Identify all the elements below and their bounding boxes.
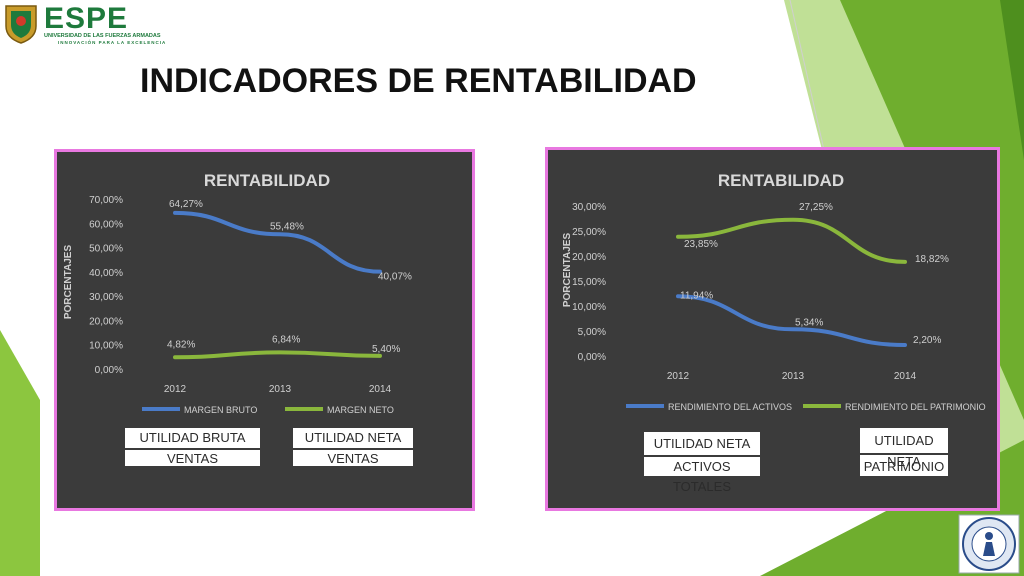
x-tick-label: 2014 [894, 371, 917, 382]
x-tick-label: 2013 [782, 371, 805, 382]
data-label: 4,82% [167, 339, 195, 350]
formula-numerator: UTILIDAD NETA [860, 428, 948, 469]
formula-denominator: VENTAS [327, 451, 379, 466]
y-tick-label: 10,00% [572, 302, 606, 313]
y-tick-label: 20,00% [572, 252, 606, 263]
y-tick-label: 0,00% [578, 352, 606, 363]
series-line-rendimiento-del-patrimonio [676, 217, 907, 264]
series-line-rendimiento-del-activos [676, 294, 907, 347]
formula-denominator: VENTAS [166, 451, 219, 466]
y-tick-label: 70,00% [89, 195, 123, 206]
series-line-margen-neto [173, 350, 382, 360]
y-tick-label: 60,00% [89, 219, 123, 230]
logo-wordmark: ESPE [44, 2, 129, 35]
y-tick-label: 40,00% [89, 268, 123, 279]
legend-label: RENDIMIENTO DEL ACTIVOS [668, 402, 792, 412]
data-label: 23,85% [684, 239, 718, 250]
data-label: 5,34% [795, 317, 823, 328]
y-tick-label: 25,00% [572, 227, 606, 238]
logo-tagline: INNOVACIÓN PARA LA EXCELENCIA [58, 40, 167, 45]
x-tick-label: 2012 [164, 384, 187, 395]
y-axis-label: PORCENTAJES [562, 233, 573, 308]
chart-panel-margins: RENTABILIDAD 70,00% 60,00% 50,00% 40,00% 30,0… [54, 149, 475, 511]
y-tick-label: 50,00% [89, 244, 123, 255]
formula-denominator: ACTIVOS TOTALES [672, 459, 732, 494]
formula-numerator: UTILIDAD NETA [644, 432, 760, 457]
data-label: 64,27% [169, 199, 203, 210]
y-axis-label: PORCENTAJES [63, 245, 74, 320]
page-title: INDICADORES DE RENTABILIDAD [140, 62, 697, 100]
security-badge-icon [958, 514, 1020, 574]
data-label: 6,84% [272, 334, 300, 345]
university-seal-icon [5, 5, 37, 44]
y-tick-label: 30,00% [89, 292, 123, 303]
legend-label: RENDIMIENTO DEL PATRIMONIO [845, 402, 986, 412]
formula-utilidad-bruta: UTILIDAD BRUTA VENTAS [125, 428, 260, 466]
logo-subtitle: UNIVERSIDAD DE LAS FUERZAS ARMADAS [44, 33, 161, 39]
chart-title: RENTABILIDAD [204, 171, 330, 190]
formula-numerator: UTILIDAD BRUTA [125, 428, 260, 450]
chart-title: RENTABILIDAD [718, 171, 844, 190]
legend-label: MARGEN NETO [327, 405, 394, 415]
formula-numerator: UTILIDAD NETA [293, 428, 413, 450]
formula-denominator: PATRIMONIO [863, 459, 945, 474]
x-tick-label: 2014 [369, 384, 392, 395]
data-label: 2,20% [913, 335, 941, 346]
data-label: 40,07% [378, 272, 412, 283]
y-tick-label: 30,00% [572, 202, 606, 213]
formula-utilidad-neta: UTILIDAD NETA VENTAS [293, 428, 413, 466]
data-label: 27,25% [799, 202, 833, 213]
y-tick-label: 5,00% [578, 327, 606, 338]
y-tick-label: 15,00% [572, 277, 606, 288]
margins-chart: RENTABILIDAD 70,00% 60,00% 50,00% 40,00% 30,0… [63, 171, 412, 415]
returns-chart: RENTABILIDAD 30,00% 25,00% 20,00% 15,00% 10,0… [562, 171, 986, 412]
legend-label: MARGEN BRUTO [184, 405, 257, 415]
data-label: 5,40% [372, 344, 400, 355]
series-line-margen-bruto [173, 210, 382, 274]
y-tick-label: 20,00% [89, 316, 123, 327]
y-tick-label: 10,00% [89, 341, 123, 352]
data-label: 11,94% [680, 290, 713, 301]
x-tick-label: 2012 [667, 371, 690, 382]
x-tick-label: 2013 [269, 384, 292, 395]
data-label: 55,48% [270, 221, 304, 232]
formula-roa: UTILIDAD NETA ACTIVOS TOTALES [644, 432, 760, 494]
formula-roe: UTILIDAD NETA PATRIMONIO [860, 428, 948, 476]
espe-logo: ESPE UNIVERSIDAD DE LAS FUERZAS ARMADAS … [0, 0, 168, 48]
y-tick-label: 0,00% [95, 365, 123, 376]
data-label: 18,82% [915, 254, 949, 265]
